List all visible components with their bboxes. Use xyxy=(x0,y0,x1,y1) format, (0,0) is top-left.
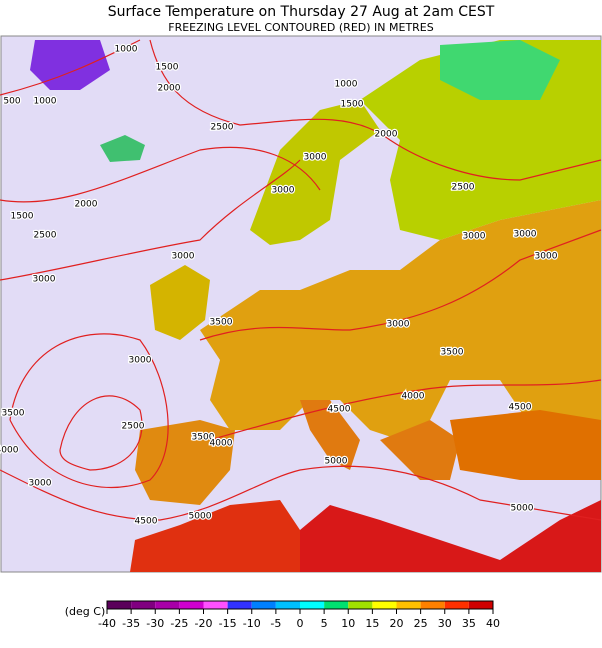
contour-label: 2500 xyxy=(452,183,475,193)
colorbar-tick-label: -40 xyxy=(98,617,116,630)
subtitle: FREEZING LEVEL CONTOURED (RED) IN METRES xyxy=(168,21,434,34)
colorbar-tick-label: -10 xyxy=(243,617,261,630)
iceland xyxy=(100,135,145,162)
contour-label: 2500 xyxy=(122,422,145,432)
contour-label: 3000 xyxy=(535,252,558,262)
map xyxy=(0,35,602,573)
iberia xyxy=(135,420,235,505)
colorbar-segment xyxy=(396,601,421,609)
contour-label: 1000 xyxy=(115,45,138,55)
contour-label: 5000 xyxy=(511,504,534,514)
colorbar-segment xyxy=(468,601,493,609)
colorbar-segment xyxy=(107,601,132,609)
contour-label: 5000 xyxy=(325,457,348,467)
colorbar-segment xyxy=(372,601,397,609)
colorbar-tick-label: -20 xyxy=(195,617,213,630)
colorbar-segment xyxy=(251,601,276,609)
colorbar-segment xyxy=(227,601,252,609)
colorbar-tick-label: 20 xyxy=(390,617,404,630)
contour-label: 3500 xyxy=(441,348,464,358)
contour-line xyxy=(0,465,602,521)
italy xyxy=(300,400,360,470)
britain xyxy=(150,265,210,340)
contour-label: 1000 xyxy=(34,97,57,107)
contour-label: 1500 xyxy=(341,100,364,110)
colorbar-segment xyxy=(155,601,180,609)
contour-line xyxy=(209,379,602,441)
colorbar-tick-label: 15 xyxy=(365,617,379,630)
colorbar-segment xyxy=(203,601,228,609)
contour-label: 4500 xyxy=(135,517,158,527)
anatolia xyxy=(450,410,601,480)
contour-label: 3000 xyxy=(33,275,56,285)
contour-label: 4500 xyxy=(328,405,351,415)
contour-label: 2500 xyxy=(211,123,234,133)
colorbar-tick-label: 10 xyxy=(341,617,355,630)
africa-east xyxy=(300,500,601,572)
contour-label: 1500 xyxy=(156,63,179,73)
colorbar-label: (deg C) xyxy=(65,605,106,618)
contour-label: 4000 xyxy=(0,446,19,456)
contour-label: 3000 xyxy=(172,252,195,262)
contour-label: 3500 xyxy=(210,318,233,328)
colorbar-tick-label: -30 xyxy=(146,617,164,630)
contour-line xyxy=(199,229,602,341)
freezing-contours xyxy=(0,39,602,521)
contour-line xyxy=(0,39,141,96)
colorbar-tick-label: 0 xyxy=(297,617,304,630)
contour-label: 4000 xyxy=(210,439,233,449)
contour-line xyxy=(59,395,143,471)
colorbar-tick-label: -15 xyxy=(219,617,237,630)
colorbar-segment xyxy=(131,601,156,609)
colorbar-tick-label: 35 xyxy=(462,617,476,630)
contour-label: 500 xyxy=(3,97,20,107)
contour-label: 3000 xyxy=(304,153,327,163)
contour-label: 3000 xyxy=(514,230,537,240)
colorbar-tick-label: 5 xyxy=(321,617,328,630)
colorbar-tick-label: -35 xyxy=(122,617,140,630)
colorbar-segment xyxy=(420,601,445,609)
contour-label: 5000 xyxy=(189,512,212,522)
contour-label: 4500 xyxy=(509,403,532,413)
contour-label: 1500 xyxy=(11,212,34,222)
contour-line xyxy=(0,159,301,281)
colorbar-tick-label: 40 xyxy=(486,617,500,630)
contour-label: 2000 xyxy=(158,84,181,94)
contour-label: 4000 xyxy=(402,392,425,402)
africa-west xyxy=(130,500,300,572)
scandinavia xyxy=(250,100,380,245)
title: Surface Temperature on Thursday 27 Aug a… xyxy=(108,4,495,20)
contour-line xyxy=(149,39,602,181)
colorbar-segment xyxy=(444,601,469,609)
colorbar-tick-label: -5 xyxy=(270,617,281,630)
contour-line xyxy=(9,333,169,488)
contour-label: 3000 xyxy=(272,186,295,196)
contour-label: 3500 xyxy=(2,409,25,419)
contour-label: 2000 xyxy=(375,130,398,140)
colorbar-segment xyxy=(348,601,373,609)
colorbar-segment xyxy=(300,601,325,609)
contour-label: 2500 xyxy=(34,231,57,241)
colorbar-tick-label: -25 xyxy=(170,617,188,630)
contour-label: 3000 xyxy=(29,479,52,489)
contour-label: 3000 xyxy=(129,356,152,366)
colorbar-tick-label: 30 xyxy=(438,617,452,630)
colorbar-segment xyxy=(324,601,349,609)
colorbar: (deg C) -40 -35 -30 -25 -20 -15 -10 -5 0 5 10 15 20 2… xyxy=(65,600,500,630)
cold-north xyxy=(440,40,560,100)
contour-label: 3000 xyxy=(387,320,410,330)
contour-line xyxy=(0,146,321,203)
colorbar-segment xyxy=(179,601,204,609)
balkans xyxy=(380,420,460,480)
contour-label: 2000 xyxy=(75,200,98,210)
greenland xyxy=(30,40,110,90)
contour-label: 1000 xyxy=(335,80,358,90)
contour-label: 3000 xyxy=(463,232,486,242)
colorbar-tick-label: 25 xyxy=(414,617,428,630)
colorbar-segment xyxy=(275,601,300,609)
contour-label: 3500 xyxy=(192,433,215,443)
